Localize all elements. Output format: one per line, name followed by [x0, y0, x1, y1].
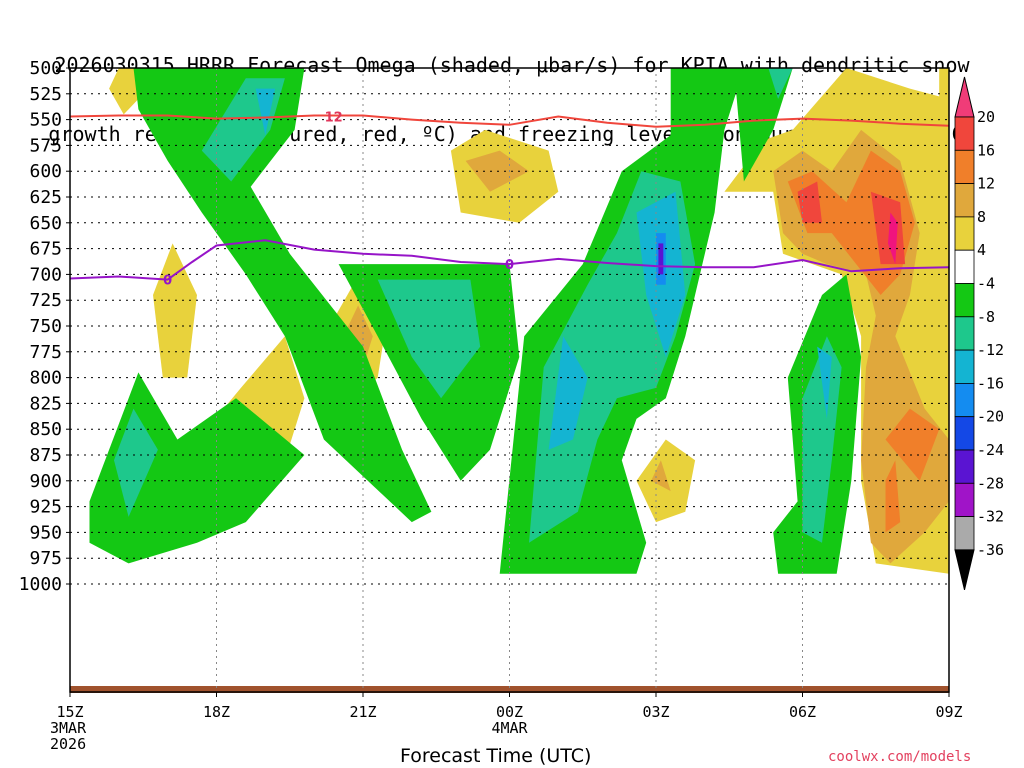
- y-tick-label: 675: [29, 239, 62, 260]
- colorbar-swatch-4: [954, 216, 975, 251]
- y-tick-label: 800: [29, 368, 62, 389]
- y-tick-label: 975: [29, 548, 62, 569]
- colorbar-label: 12: [977, 175, 995, 193]
- x-tick-label: 18Z: [203, 703, 230, 721]
- y-tick-label: 725: [29, 290, 62, 311]
- x-axis-label: Forecast Time (UTC): [400, 745, 592, 767]
- y-tick-label: 625: [29, 187, 62, 208]
- colorbar-label: -28: [977, 474, 1004, 492]
- freezing-level-contour-line: [70, 239, 949, 281]
- snow-growth-contour-line: [70, 114, 949, 128]
- x-tick-label: 15Z: [56, 703, 83, 721]
- negative-omega-region-15: [817, 346, 832, 419]
- x-tick-label: 06Z: [789, 703, 816, 721]
- freezing-level-contour-label-1: 0: [163, 274, 172, 289]
- y-tick-label: 925: [29, 497, 62, 518]
- colorbar-swatch-10: [954, 416, 975, 451]
- negative-omega-region-2: [255, 88, 276, 136]
- positive-omega-region-16: [870, 191, 906, 265]
- y-tick-label: 750: [29, 316, 62, 337]
- negative-omega-region-9: [548, 336, 588, 450]
- colorbar-label: 20: [977, 108, 995, 126]
- y-tick-label: 1000: [19, 574, 62, 595]
- colorbar-swatch-1: [954, 116, 975, 151]
- positive-omega-region-1: [153, 243, 197, 378]
- positive-omega-region-0: [109, 68, 144, 115]
- y-tick-label: 775: [29, 342, 62, 363]
- colorbar-label: -4: [977, 275, 995, 293]
- negative-omega-region-14: [802, 336, 842, 543]
- colorbar-swatch-7: [954, 316, 975, 351]
- colorbar-swatch-2: [954, 149, 975, 185]
- positive-omega-region-14: [885, 460, 901, 533]
- negative-omega-region-12: [658, 243, 664, 275]
- colorbar-swatch-13: [954, 516, 975, 551]
- y-tick-label: 875: [29, 445, 62, 466]
- freezing-level-contour-label-2: 0: [505, 258, 514, 273]
- credit-text: coolwx.com/models: [828, 749, 972, 765]
- colorbar-swatch-8: [954, 349, 975, 384]
- negative-omega-region-17: [768, 68, 793, 99]
- colorbar-swatch-3: [954, 183, 975, 218]
- y-tick-label: 850: [29, 419, 62, 440]
- y-tick-label: 500: [29, 58, 62, 79]
- y-tick-label: 950: [29, 522, 62, 543]
- x-tick-label: 00Z: [496, 703, 523, 721]
- colorbar-swatch-5: [954, 249, 975, 284]
- y-tick-label: 650: [29, 213, 62, 234]
- colorbar-swatch-11: [954, 449, 975, 484]
- y-tick-label: 525: [29, 84, 62, 105]
- positive-omega-region-13: [885, 408, 940, 481]
- y-tick-label: 550: [29, 110, 62, 131]
- colorbar-swatch-12: [954, 482, 975, 517]
- negative-omega-region-6: [114, 408, 158, 517]
- y-tick-label: 900: [29, 471, 62, 492]
- colorbar-label: -8: [977, 308, 995, 326]
- negative-omega-region-0: [133, 68, 432, 523]
- y-tick-label: 600: [29, 161, 62, 182]
- colorbar-label: 4: [977, 241, 986, 259]
- colorbar-label: -36: [977, 541, 1004, 559]
- x-tick-label: 03Z: [642, 703, 669, 721]
- positive-omega-region-18: [939, 68, 949, 130]
- x-tick-label: 21Z: [349, 703, 376, 721]
- colorbar-bottom-arrow: [954, 549, 975, 591]
- snow-growth-contour-label: 12: [325, 111, 343, 126]
- colorbar-label: -16: [977, 374, 1004, 392]
- y-tick-label: 825: [29, 393, 62, 414]
- colorbar-swatch-6: [954, 283, 975, 318]
- negative-omega-region-5: [89, 372, 305, 564]
- colorbar-label: -20: [977, 408, 1004, 426]
- colorbar-label: -32: [977, 508, 1004, 526]
- x-tick-date-label: 3MAR: [50, 719, 87, 737]
- colorbar-label: 8: [977, 208, 986, 226]
- colorbar-label: 16: [977, 141, 995, 159]
- ground-surface-bar: [70, 686, 949, 693]
- positive-omega-region-15: [797, 181, 822, 223]
- colorbar-label: -24: [977, 441, 1004, 459]
- y-tick-label: 575: [29, 135, 62, 156]
- x-tick-label: 09Z: [935, 703, 962, 721]
- positive-omega-region-17: [888, 212, 898, 265]
- x-tick-year-label: 2026: [50, 735, 86, 753]
- negative-omega-region-4: [377, 279, 481, 399]
- colorbar-label: -12: [977, 341, 1004, 359]
- y-tick-label: 700: [29, 264, 62, 285]
- colorbar-swatch-9: [954, 382, 975, 418]
- colorbar-top-arrow: [954, 76, 975, 118]
- x-tick-date-label: 4MAR: [491, 719, 528, 737]
